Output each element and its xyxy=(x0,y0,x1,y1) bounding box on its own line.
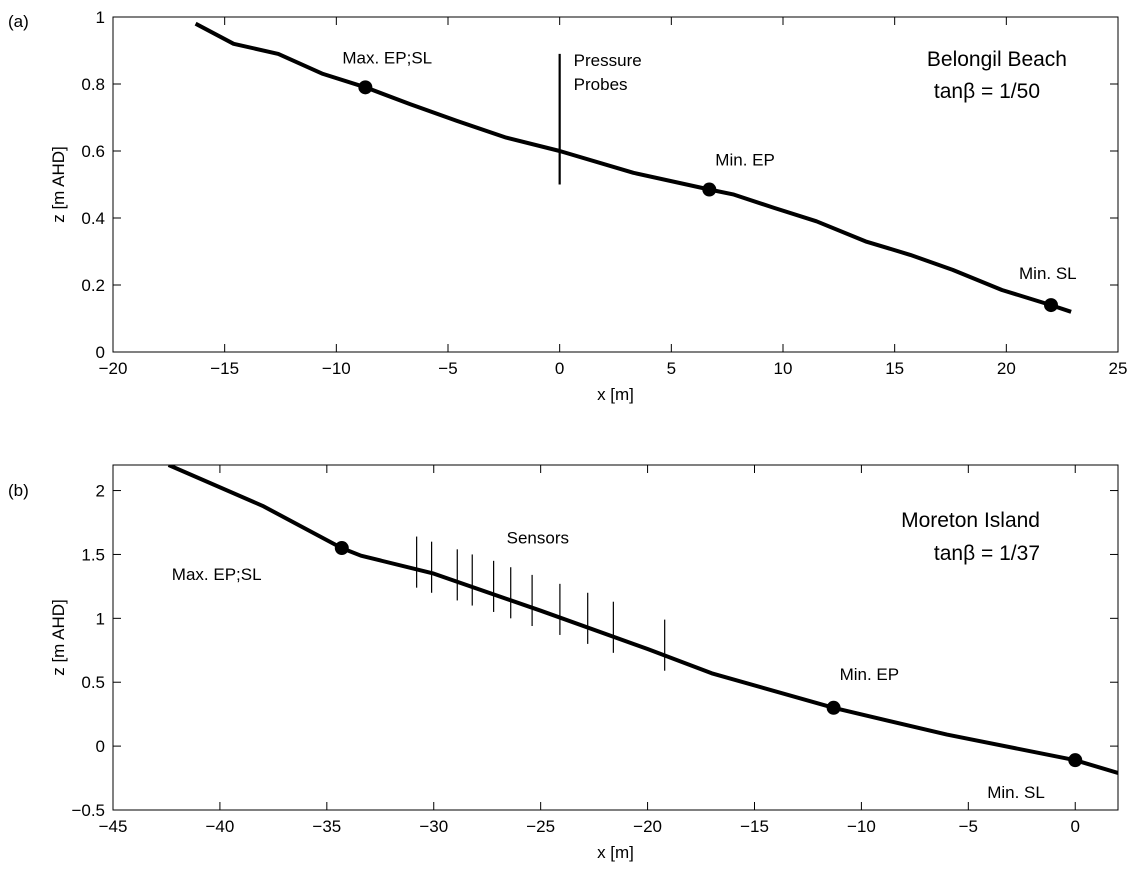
y-axis-label: z [m AHD] xyxy=(49,599,68,676)
panel-b: −45 −40 −35 −30 −25 −20 −15 −10 −5 0 −0.5 0 0.5 1 1.5 2… xyxy=(8,464,1119,862)
y-tick-label: −0.5 xyxy=(71,801,105,820)
axes-frame xyxy=(112,16,1119,353)
y-tick-label: 0.2 xyxy=(81,276,105,295)
marker-label: Min. EP xyxy=(715,151,775,170)
profile-marker xyxy=(1044,298,1058,313)
marker-label: Min. SL xyxy=(987,783,1045,802)
x-tick-label: 20 xyxy=(997,359,1016,378)
profile-marker xyxy=(702,182,717,197)
site-slope: tanβ = 1/50 xyxy=(934,80,1040,103)
plot-area xyxy=(194,21,1072,314)
profile-marker xyxy=(1068,753,1083,768)
y-tick-label: 1.5 xyxy=(81,545,105,564)
x-tick-label: 15 xyxy=(885,359,904,378)
marker-label: Max. EP;SL xyxy=(342,48,432,67)
x-tick-label: −30 xyxy=(419,817,448,836)
x-tick-label: 0 xyxy=(555,359,564,378)
y-tick-label: 0.8 xyxy=(81,75,105,94)
x-tick-label: 0 xyxy=(1070,817,1079,836)
x-axis-label: x [m] xyxy=(597,843,634,862)
y-tick-label: 2 xyxy=(96,482,105,501)
site-name: Belongil Beach xyxy=(927,48,1067,71)
x-tick-label: −20 xyxy=(99,359,128,378)
panel-a: −20 −15 −10 −5 0 5 10 15 20 25 0 0.2 0.4 0.6 0.8 1 x [m]… xyxy=(8,8,1127,404)
plot-area xyxy=(167,465,1118,775)
axes-frame xyxy=(112,464,1119,811)
panel-label: (b) xyxy=(8,481,29,500)
x-tick-label: −10 xyxy=(322,359,351,378)
x-tick-label: −45 xyxy=(99,817,128,836)
x-tick-label: −35 xyxy=(312,817,341,836)
x-tick-label: −40 xyxy=(205,817,234,836)
y-tick-label: 0 xyxy=(96,343,105,362)
profile-marker xyxy=(358,80,373,95)
instrument-label-line2: Probes xyxy=(574,75,628,94)
x-tick-label: −15 xyxy=(740,817,769,836)
beach-profile-line xyxy=(167,465,1118,775)
x-tick-label: 5 xyxy=(667,359,676,378)
beach-profile-line xyxy=(194,21,1072,314)
profile-marker xyxy=(826,700,841,715)
x-tick-label: 25 xyxy=(1109,359,1128,378)
y-tick-label: 0.5 xyxy=(81,673,105,692)
instrument-label: Sensors xyxy=(507,529,569,548)
y-tick-label: 0.4 xyxy=(81,209,105,228)
site-name: Moreton Island xyxy=(901,509,1040,532)
x-tick-label: −5 xyxy=(959,817,978,836)
x-tick-label: −15 xyxy=(210,359,239,378)
x-tick-label: −20 xyxy=(633,817,662,836)
site-slope: tanβ = 1/37 xyxy=(934,542,1040,565)
y-tick-label: 1 xyxy=(96,8,105,27)
y-tick-label: 0 xyxy=(96,737,105,756)
y-axis-label: z [m AHD] xyxy=(49,146,68,223)
marker-label: Max. EP;SL xyxy=(172,565,262,584)
marker-label: Min. SL xyxy=(1019,264,1077,283)
profile-marker xyxy=(334,541,349,556)
instrument-label: Pressure xyxy=(574,51,642,70)
x-axis-label: x [m] xyxy=(597,385,634,404)
y-tick-label: 1 xyxy=(96,609,105,628)
x-tick-label: 10 xyxy=(774,359,793,378)
x-tick-label: −10 xyxy=(847,817,876,836)
x-tick-label: −5 xyxy=(438,359,457,378)
y-tick-label: 0.6 xyxy=(81,142,105,161)
marker-label: Min. EP xyxy=(840,665,900,684)
panel-label: (a) xyxy=(8,12,29,31)
x-tick-label: −25 xyxy=(526,817,555,836)
